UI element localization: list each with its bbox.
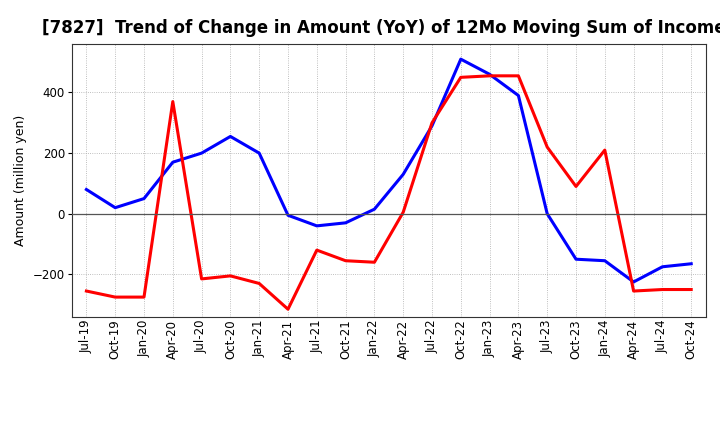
Net Income [82, 288, 91, 293]
Net Income [658, 287, 667, 292]
Ordinary Income [399, 172, 408, 177]
Net Income [456, 75, 465, 80]
Ordinary Income [687, 261, 696, 266]
Ordinary Income [284, 213, 292, 218]
Ordinary Income [82, 187, 91, 192]
Ordinary Income [514, 93, 523, 98]
Ordinary Income [255, 150, 264, 156]
Net Income [629, 288, 638, 293]
Ordinary Income [543, 211, 552, 216]
Net Income [572, 184, 580, 189]
Net Income [226, 273, 235, 279]
Net Income [197, 276, 206, 282]
Net Income [140, 294, 148, 300]
Ordinary Income [456, 56, 465, 62]
Net Income [514, 73, 523, 78]
Net Income [312, 247, 321, 253]
Legend: Ordinary Income, Net Income: Ordinary Income, Net Income [222, 438, 555, 440]
Ordinary Income [600, 258, 609, 264]
Line: Ordinary Income: Ordinary Income [86, 59, 691, 282]
Ordinary Income [168, 160, 177, 165]
Ordinary Income [312, 223, 321, 228]
Ordinary Income [572, 257, 580, 262]
Net Income [255, 281, 264, 286]
Ordinary Income [226, 134, 235, 139]
Ordinary Income [428, 123, 436, 128]
Title: [7827]  Trend of Change in Amount (YoY) of 12Mo Moving Sum of Incomes: [7827] Trend of Change in Amount (YoY) o… [42, 19, 720, 37]
Net Income [168, 99, 177, 104]
Ordinary Income [111, 205, 120, 210]
Net Income [428, 120, 436, 125]
Net Income [341, 258, 350, 264]
Ordinary Income [197, 150, 206, 156]
Net Income [687, 287, 696, 292]
Net Income [370, 260, 379, 265]
Net Income [399, 209, 408, 215]
Ordinary Income [341, 220, 350, 225]
Ordinary Income [658, 264, 667, 269]
Net Income [111, 294, 120, 300]
Ordinary Income [370, 206, 379, 212]
Ordinary Income [140, 196, 148, 201]
Y-axis label: Amount (million yen): Amount (million yen) [14, 115, 27, 246]
Line: Net Income: Net Income [86, 76, 691, 309]
Net Income [284, 307, 292, 312]
Ordinary Income [629, 279, 638, 285]
Net Income [600, 147, 609, 153]
Net Income [543, 144, 552, 150]
Net Income [485, 73, 494, 78]
Ordinary Income [485, 72, 494, 77]
